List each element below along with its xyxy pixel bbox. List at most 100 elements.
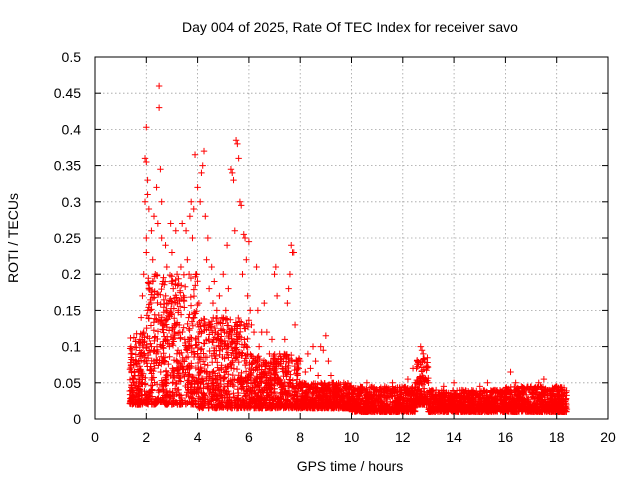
data-point (151, 399, 158, 407)
data-point (260, 399, 267, 406)
data-point (153, 381, 161, 388)
data-point (276, 360, 284, 367)
data-point (173, 294, 180, 301)
data-point (160, 396, 167, 404)
data-point (179, 354, 186, 362)
y-tick-label: 0.25 (54, 230, 81, 246)
data-point (268, 404, 275, 411)
data-point (186, 338, 193, 345)
data-point (235, 314, 242, 322)
data-point (273, 362, 280, 370)
data-point (272, 365, 280, 373)
data-point (218, 392, 225, 399)
data-point (160, 345, 167, 352)
data-point (234, 392, 242, 399)
data-point (199, 375, 206, 382)
data-point (190, 292, 198, 300)
data-point (162, 292, 169, 300)
data-point (194, 344, 202, 352)
data-point (164, 391, 172, 398)
data-point (290, 395, 297, 402)
data-point (275, 376, 283, 383)
data-point (236, 350, 243, 358)
data-point (168, 278, 175, 285)
data-point (151, 364, 158, 372)
data-point (266, 374, 274, 382)
data-point (222, 397, 230, 405)
data-point (233, 365, 241, 373)
data-point (149, 294, 157, 302)
data-point (272, 369, 279, 376)
data-point (195, 339, 202, 346)
data-point (274, 396, 281, 403)
data-point (205, 404, 212, 412)
data-point (231, 326, 238, 334)
data-point (187, 274, 195, 282)
data-point (243, 343, 250, 350)
data-point (143, 396, 150, 404)
data-point (138, 349, 145, 356)
data-point (233, 340, 241, 347)
data-point (217, 319, 224, 327)
data-point (283, 396, 291, 403)
data-point (291, 392, 298, 399)
data-point (293, 366, 301, 373)
data-point (174, 347, 182, 354)
data-point (191, 310, 198, 317)
y-tick-label: 0.2 (62, 266, 82, 282)
data-point (149, 382, 156, 389)
data-point (208, 318, 216, 325)
data-point (146, 335, 153, 342)
data-point (251, 379, 258, 386)
data-point (215, 382, 222, 390)
data-point (139, 392, 146, 399)
data-point (189, 322, 197, 329)
data-point (157, 368, 164, 376)
data-point (173, 380, 180, 388)
data-point (251, 387, 258, 394)
data-point (184, 345, 191, 353)
data-point (282, 353, 290, 361)
data-point (221, 374, 229, 381)
data-point (139, 330, 147, 337)
data-point (254, 358, 261, 365)
data-point (209, 386, 216, 394)
data-point (237, 328, 244, 336)
data-point (223, 351, 231, 358)
data-point (233, 331, 240, 338)
y-tick-label: 0.05 (54, 375, 81, 391)
data-point (216, 402, 224, 409)
data-point (180, 324, 187, 331)
y-axis-label: ROTI / TECUs (5, 193, 21, 283)
data-point (179, 363, 186, 371)
data-point (146, 301, 153, 308)
data-point (181, 304, 188, 311)
data-point (227, 364, 235, 372)
data-point (131, 343, 139, 351)
data-point (281, 401, 289, 409)
data-point (200, 350, 207, 357)
data-point (173, 364, 181, 371)
data-point (239, 400, 246, 407)
data-point (190, 314, 197, 322)
data-point (157, 341, 164, 348)
data-point (167, 309, 174, 316)
data-point (175, 386, 182, 394)
data-point (195, 393, 202, 400)
data-point (241, 377, 249, 385)
data-point (188, 349, 195, 356)
data-point (199, 358, 207, 365)
data-point (187, 293, 194, 301)
data-point (232, 319, 240, 326)
data-point (256, 402, 264, 409)
data-point (128, 346, 136, 354)
data-point (132, 351, 140, 358)
data-point (212, 385, 219, 392)
data-point (285, 359, 293, 367)
grid-lines (95, 57, 608, 419)
data-point (183, 391, 190, 399)
data-point (160, 326, 167, 334)
data-point (153, 271, 161, 279)
data-point (226, 393, 234, 401)
